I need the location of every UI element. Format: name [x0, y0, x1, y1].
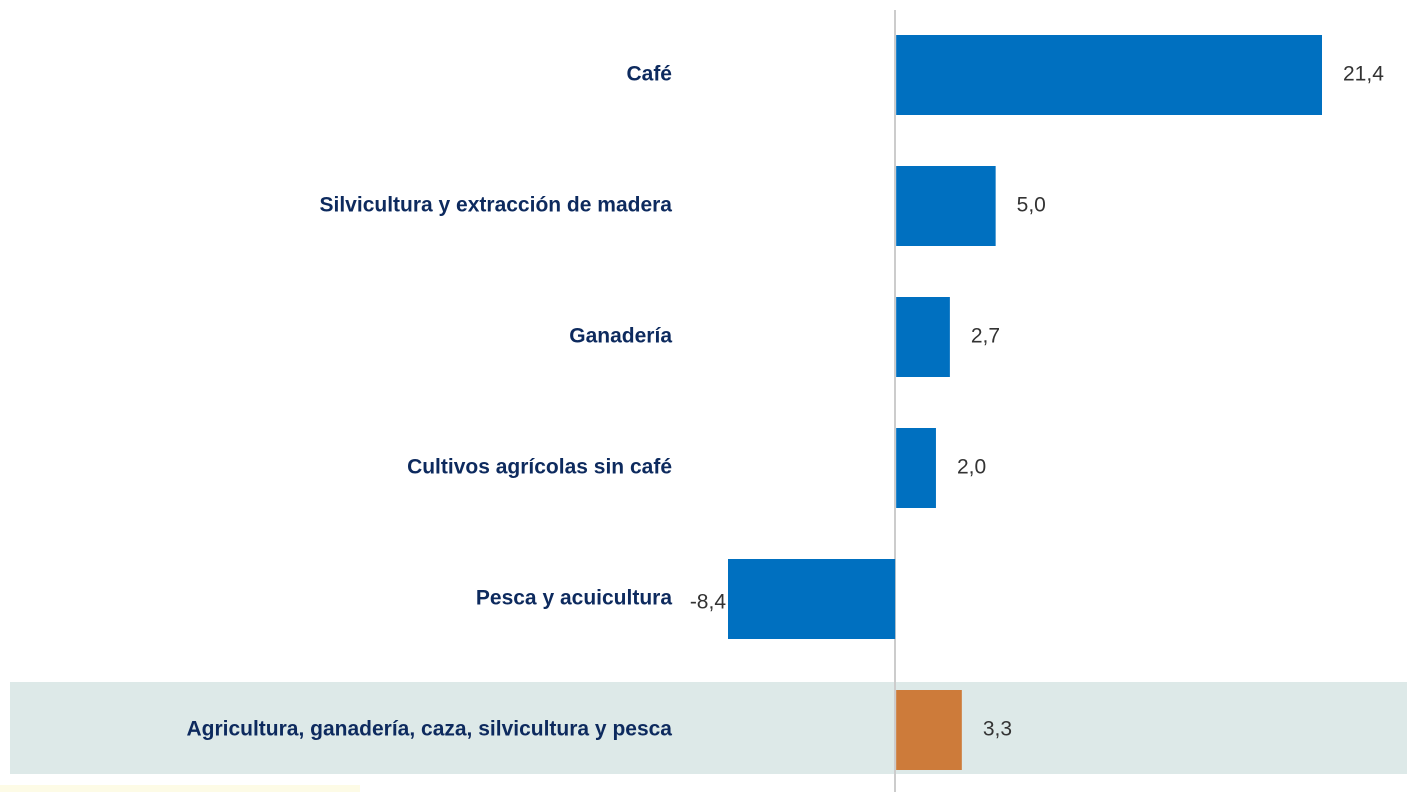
bar: [896, 428, 936, 508]
value-label: 2,0: [957, 456, 986, 479]
category-label: Café: [626, 63, 672, 86]
value-label: 3,3: [983, 718, 1012, 741]
value-label: 5,0: [1017, 194, 1046, 217]
strip: [0, 785, 360, 792]
value-label: 2,7: [971, 325, 1000, 348]
bar: [896, 166, 996, 246]
category-label: Silvicultura y extracción de madera: [320, 194, 673, 217]
highlight-band: [10, 682, 1407, 774]
bar: [896, 297, 950, 377]
bar: [728, 559, 896, 639]
category-label: Ganadería: [569, 325, 672, 348]
bar: [896, 35, 1322, 115]
category-label: Pesca y acuicultura: [476, 587, 672, 610]
bar: [896, 690, 962, 770]
category-label: Cultivos agrícolas sin café: [407, 456, 672, 479]
category-label: Agricultura, ganadería, caza, silvicultu…: [186, 718, 672, 741]
value-label: -8,4: [690, 591, 727, 614]
value-label: 21,4: [1343, 63, 1384, 86]
